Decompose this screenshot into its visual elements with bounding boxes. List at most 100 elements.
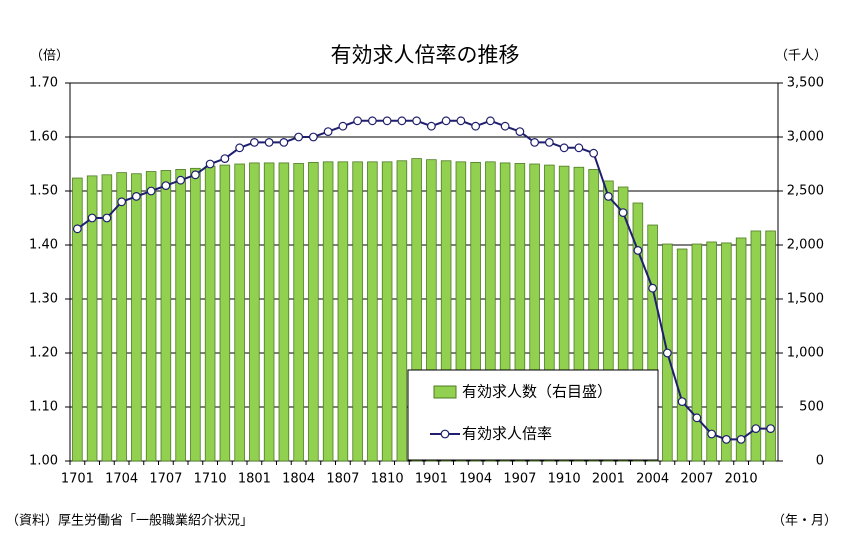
bar <box>750 230 762 462</box>
y2-axis-label: （千人） <box>775 49 827 64</box>
y2-tick-label: 500 <box>799 400 824 415</box>
line-marker <box>117 197 127 207</box>
line-marker <box>766 424 776 434</box>
bar <box>381 161 393 462</box>
bar <box>706 241 717 462</box>
line-marker <box>707 429 717 439</box>
line-marker <box>574 143 584 153</box>
line-marker <box>323 127 333 137</box>
x-tick-label: 1804 <box>282 472 315 487</box>
line-marker <box>397 116 407 126</box>
y-tick-label: 1.40 <box>29 238 58 253</box>
legend-box <box>407 369 659 461</box>
x-tick-label: 1810 <box>371 472 404 487</box>
y-tick-label: 1.00 <box>29 454 58 469</box>
x-tick-label: 2010 <box>725 472 758 487</box>
line-marker <box>235 143 245 153</box>
line-marker <box>72 224 82 234</box>
bar <box>204 165 216 462</box>
y-tick-label: 1.20 <box>29 346 58 361</box>
y-axis-label: （倍） <box>30 49 69 64</box>
bar <box>499 162 511 462</box>
bar <box>676 248 688 462</box>
line-marker <box>294 132 304 142</box>
bar <box>411 158 422 462</box>
y2-tick-label: 0 <box>816 454 824 469</box>
line-marker <box>382 116 392 126</box>
line-marker <box>264 137 274 147</box>
legend-marker <box>440 429 450 439</box>
bar <box>396 160 408 462</box>
line-marker <box>618 208 628 218</box>
bar <box>86 175 98 462</box>
bar <box>308 161 319 462</box>
y-tick-label: 1.30 <box>29 292 58 307</box>
chart-title: 有効求人倍率の推移 <box>331 43 520 67</box>
bar <box>721 242 732 462</box>
bar <box>440 160 452 462</box>
bar <box>485 161 496 462</box>
bar <box>647 224 658 462</box>
bar <box>765 230 776 462</box>
line-marker <box>559 143 569 153</box>
line-marker <box>426 121 436 131</box>
x-tick-label: 1801 <box>238 472 271 487</box>
line-marker <box>662 348 672 358</box>
x-tick-label: 1904 <box>459 472 492 487</box>
bar <box>263 162 275 462</box>
x-tick-label: 1704 <box>105 472 138 487</box>
line-marker <box>249 137 259 147</box>
x-tick-label: 1707 <box>149 472 182 487</box>
line-marker <box>589 148 599 158</box>
line-marker <box>530 137 540 147</box>
line-marker <box>485 116 495 126</box>
bar <box>426 159 437 462</box>
bar <box>190 167 201 462</box>
line-marker <box>721 435 731 444</box>
line-marker <box>279 137 289 147</box>
legend: 有効求人数（右目盛） 有効求人倍率 <box>407 369 659 461</box>
y-tick-label: 1.10 <box>29 400 58 415</box>
line-marker <box>205 159 215 169</box>
bar <box>131 173 142 462</box>
bar <box>160 170 172 462</box>
y2-tick-label: 3,500 <box>787 76 824 91</box>
line-marker <box>87 213 97 223</box>
source: （資料）厚生労働省「一般職業紹介状況」 <box>6 513 253 529</box>
line-marker <box>603 191 613 201</box>
x-tick-label: 1807 <box>326 472 359 487</box>
line-marker <box>146 186 156 196</box>
line-marker <box>648 283 658 293</box>
bar <box>573 166 585 462</box>
bar <box>234 163 245 462</box>
bar <box>352 161 363 462</box>
x-tick-label: 1907 <box>503 472 536 487</box>
y-tick-label: 1.60 <box>29 130 58 145</box>
bar <box>588 168 599 462</box>
bar <box>735 237 747 462</box>
line-marker <box>692 413 702 423</box>
bar <box>558 165 570 462</box>
bar <box>603 180 614 462</box>
line-marker <box>338 121 348 131</box>
line-marker <box>736 435 746 444</box>
bar <box>293 163 304 462</box>
bar <box>529 163 540 462</box>
line-marker <box>500 121 510 131</box>
x-tick-label: 1701 <box>61 472 94 487</box>
x-tick-label: 1710 <box>194 472 227 487</box>
line-marker <box>161 181 171 191</box>
line-marker <box>515 127 525 137</box>
line-marker <box>190 170 200 180</box>
bar <box>617 186 629 462</box>
y2-tick-label: 1,500 <box>787 292 824 307</box>
line-marker <box>441 116 451 126</box>
legend-label: 有効求人数（右目盛） <box>462 383 612 401</box>
bar <box>145 171 157 462</box>
y2-tick-label: 2,000 <box>787 238 824 253</box>
bar <box>544 164 555 462</box>
bar <box>219 164 231 462</box>
bar <box>278 162 290 462</box>
bar <box>691 243 703 462</box>
